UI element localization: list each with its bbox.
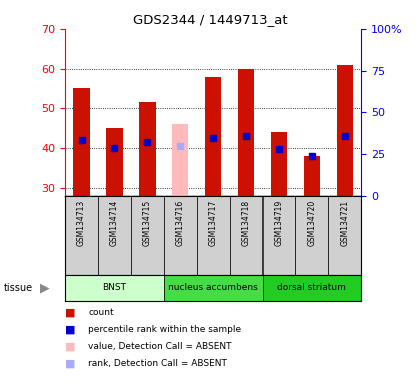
- Text: ■: ■: [65, 325, 76, 335]
- Bar: [238, 69, 254, 196]
- Bar: [172, 124, 189, 196]
- Bar: [295, 196, 328, 275]
- Bar: [271, 132, 287, 196]
- Text: GSM134716: GSM134716: [176, 200, 185, 246]
- Bar: [74, 88, 90, 196]
- Text: GDS2344 / 1449713_at: GDS2344 / 1449713_at: [133, 13, 287, 26]
- Text: GSM134714: GSM134714: [110, 200, 119, 246]
- Text: GSM134717: GSM134717: [209, 200, 218, 246]
- Text: ■: ■: [65, 359, 76, 369]
- Bar: [164, 196, 197, 275]
- Text: nucleus accumbens: nucleus accumbens: [168, 283, 258, 293]
- Text: rank, Detection Call = ABSENT: rank, Detection Call = ABSENT: [88, 359, 227, 368]
- Bar: [262, 275, 361, 301]
- Bar: [230, 196, 262, 275]
- Bar: [65, 275, 164, 301]
- Bar: [262, 196, 295, 275]
- Bar: [98, 196, 131, 275]
- Text: BNST: BNST: [102, 283, 126, 293]
- Text: GSM134720: GSM134720: [307, 200, 316, 246]
- Text: dorsal striatum: dorsal striatum: [278, 283, 346, 293]
- Bar: [304, 156, 320, 196]
- Bar: [65, 196, 98, 275]
- Text: GSM134715: GSM134715: [143, 200, 152, 246]
- Text: count: count: [88, 308, 114, 318]
- Bar: [336, 65, 353, 196]
- Text: GSM134713: GSM134713: [77, 200, 86, 246]
- Bar: [131, 196, 164, 275]
- Bar: [139, 103, 155, 196]
- Text: ■: ■: [65, 342, 76, 352]
- Bar: [164, 275, 262, 301]
- Text: GSM134718: GSM134718: [241, 200, 251, 246]
- Text: ▶: ▶: [40, 281, 50, 295]
- Text: GSM134721: GSM134721: [340, 200, 349, 246]
- Bar: [106, 128, 123, 196]
- Bar: [328, 196, 361, 275]
- Text: tissue: tissue: [4, 283, 33, 293]
- Text: value, Detection Call = ABSENT: value, Detection Call = ABSENT: [88, 342, 232, 351]
- Text: percentile rank within the sample: percentile rank within the sample: [88, 325, 242, 334]
- Bar: [197, 196, 230, 275]
- Bar: [205, 76, 221, 196]
- Text: GSM134719: GSM134719: [274, 200, 284, 246]
- Text: ■: ■: [65, 308, 76, 318]
